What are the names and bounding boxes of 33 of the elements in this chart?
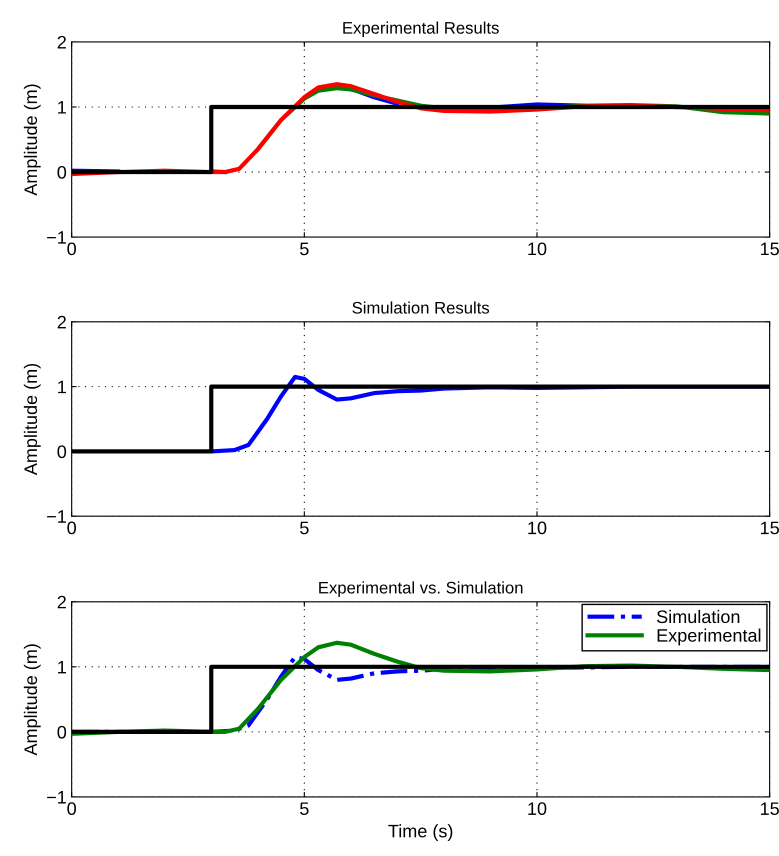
y-tick-label: 1 [58, 101, 66, 114]
x-tick-label: 15 [760, 802, 779, 816]
legend-label: Experimental [658, 628, 760, 646]
y-tick-label: −1 [47, 231, 66, 244]
y-axis-title: Amplitude (m) [24, 644, 41, 756]
x-tick-label: 0 [67, 802, 76, 816]
y-tick-label: −1 [47, 510, 66, 523]
x-tick-label: 10 [528, 522, 546, 534]
x-tick-label: 5 [300, 802, 309, 816]
y-axis-title: Amplitude (m) [24, 364, 41, 476]
chart-title: Experimental vs. Simulation [319, 581, 522, 597]
y-tick-label: 2 [58, 596, 66, 608]
x-tick-label: 0 [67, 242, 76, 256]
y-tick-label: 1 [58, 380, 66, 394]
y-tick-label: 1 [58, 660, 66, 674]
y-tick-label: 0 [57, 726, 66, 739]
x-tick-label: 0 [67, 522, 76, 534]
y-tick-label: 2 [58, 36, 66, 48]
y-tick-label: 0 [57, 166, 66, 179]
y-tick-label: −1 [47, 791, 66, 804]
y-tick-label: 0 [57, 445, 66, 458]
x-tick-label: 10 [528, 242, 546, 256]
x-axis-title: Time (s) [388, 824, 452, 842]
chart-title: Simulation Results [352, 301, 490, 314]
x-tick-label: 15 [760, 522, 779, 534]
y-axis-title: Amplitude (m) [24, 84, 41, 196]
chart-title: Experimental Results [343, 22, 499, 38]
x-tick-label: 5 [300, 522, 309, 534]
legend-label: Simulation [656, 610, 740, 624]
x-tick-label: 5 [300, 242, 309, 256]
x-tick-label: 15 [760, 242, 779, 256]
x-tick-label: 10 [528, 802, 546, 816]
y-tick-label: 2 [58, 316, 66, 328]
